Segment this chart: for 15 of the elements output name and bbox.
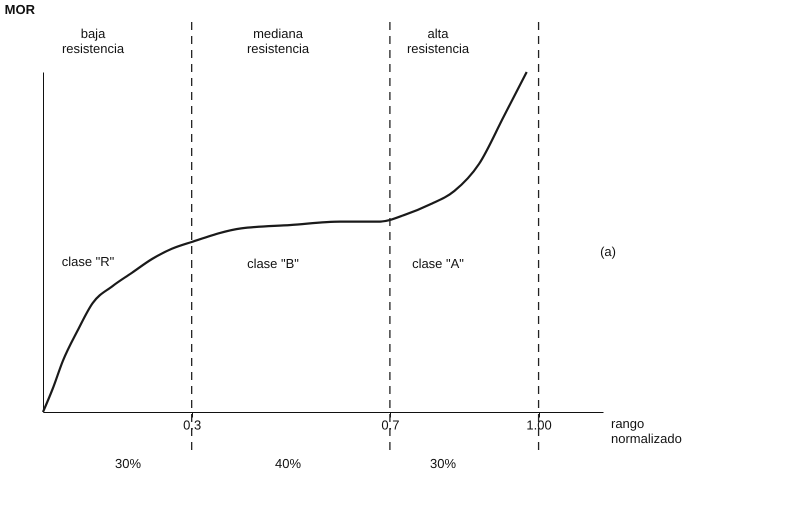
text: mediana resistencia [246, 26, 310, 56]
annotation: clase "R" [62, 254, 115, 269]
x-tick-label: 1.00 [526, 418, 552, 432]
annotation: (a) [600, 244, 616, 259]
x-tick-label: 0.7 [381, 418, 400, 432]
text: 30% [430, 456, 456, 471]
x-axis-title: rango normalizado [611, 416, 682, 446]
x-tick-label: 0.3 [183, 418, 202, 432]
annotation: clase "B" [247, 256, 300, 271]
text: 40% [274, 456, 302, 471]
y-axis-title: MOR [4, 2, 36, 17]
text: 30% [114, 456, 142, 471]
text: alta resistencia [406, 26, 470, 56]
text: baja resistencia [62, 26, 125, 56]
annotation: clase "A" [412, 256, 464, 271]
